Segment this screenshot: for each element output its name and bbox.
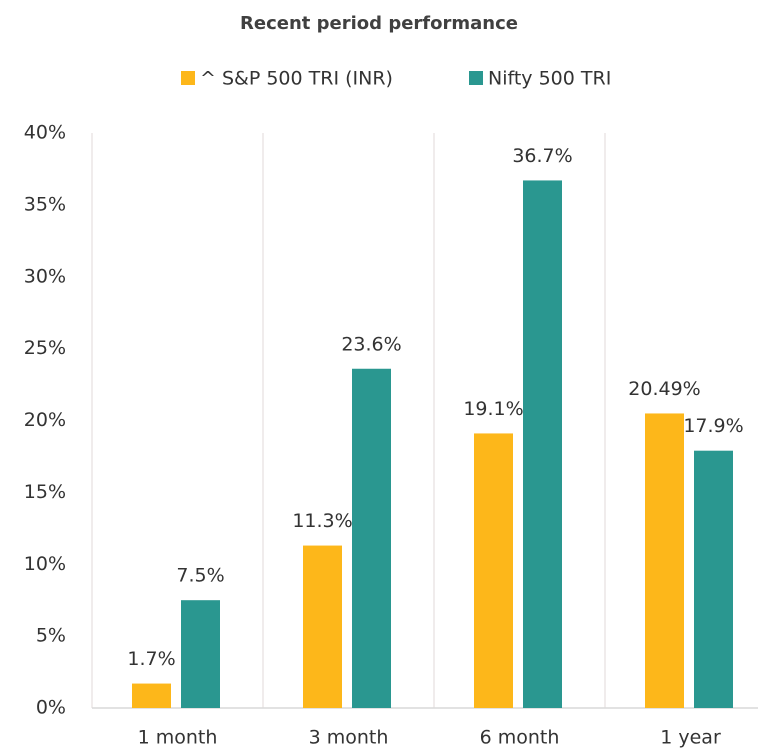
- data-label: 7.5%: [176, 565, 224, 587]
- bar: [181, 600, 220, 708]
- x-tick-label: 6 month: [480, 727, 560, 749]
- bar: [352, 368, 391, 708]
- y-tick-label: 30%: [24, 265, 66, 287]
- y-tick-label: 0%: [36, 697, 66, 719]
- y-tick-label: 40%: [24, 122, 66, 144]
- x-tick-label: 1 month: [138, 727, 218, 749]
- legend-swatch: [469, 71, 483, 85]
- data-label: 17.9%: [683, 415, 743, 437]
- data-label: 1.7%: [127, 648, 175, 670]
- y-tick-label: 15%: [24, 481, 66, 503]
- y-tick-label: 5%: [36, 625, 66, 647]
- y-tick-label: 25%: [24, 337, 66, 359]
- bar: [303, 545, 342, 708]
- chart-title: Recent period performance: [240, 13, 518, 34]
- legend-swatch: [181, 71, 195, 85]
- x-tick-label: 3 month: [309, 727, 389, 749]
- bar: [132, 683, 171, 708]
- data-label: 11.3%: [292, 510, 352, 532]
- y-tick-label: 35%: [24, 193, 66, 215]
- bar: [645, 413, 684, 708]
- bar: [523, 180, 562, 708]
- data-label: 20.49%: [628, 378, 700, 400]
- y-tick-label: 10%: [24, 553, 66, 575]
- legend-label: Nifty 500 TRI: [488, 68, 611, 90]
- legend-label: ^ S&P 500 TRI (INR): [200, 68, 393, 90]
- y-tick-label: 20%: [24, 409, 66, 431]
- data-label: 23.6%: [341, 333, 401, 355]
- bar: [694, 450, 733, 708]
- data-label: 19.1%: [463, 398, 523, 420]
- x-tick-label: 1 year: [660, 727, 721, 749]
- data-label: 36.7%: [512, 145, 572, 167]
- bar: [474, 433, 513, 708]
